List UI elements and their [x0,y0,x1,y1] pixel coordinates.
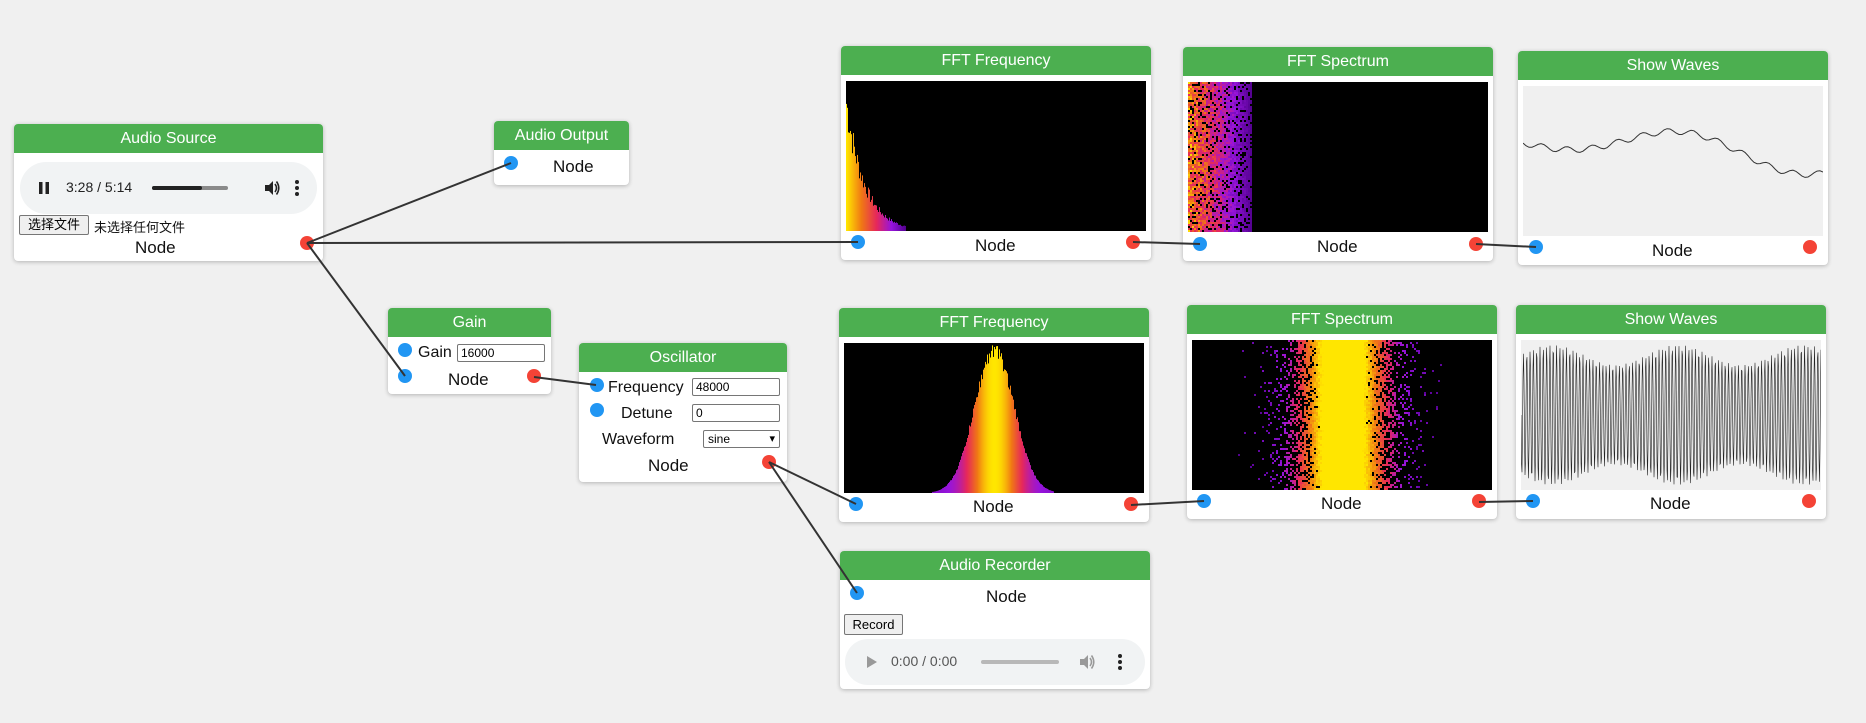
gain-node[interactable]: Gain Gain Node [388,308,551,394]
node-label: Node [1652,241,1693,260]
detune-param-port[interactable] [590,403,604,417]
output-port[interactable] [1802,494,1816,508]
node-title[interactable]: Show Waves [1518,51,1828,80]
choose-file-button[interactable]: 选择文件 [19,215,89,235]
spectrum-canvas [1192,340,1492,490]
output-port[interactable] [1124,497,1138,511]
player-time: 3:28 / 5:14 [66,179,133,195]
frequency-label: Frequency [608,379,684,396]
node-label: Node [1317,237,1358,256]
output-port[interactable] [1126,235,1140,249]
wire-source-to-output [306,162,512,244]
node-title[interactable]: FFT Spectrum [1187,305,1497,334]
player-time: 0:00 / 0:00 [891,653,958,669]
waveform-select[interactable]: sine ▾ [703,430,780,448]
volume-icon[interactable] [1078,653,1096,671]
detune-input[interactable] [692,404,780,422]
gain-input[interactable] [457,344,545,362]
input-port[interactable] [849,497,863,511]
input-port[interactable] [850,586,864,600]
gain-label: Gain [418,344,452,361]
output-port[interactable] [762,455,776,469]
waveform-canvas [1523,86,1823,236]
detune-label: Detune [621,405,673,422]
fft-frequency-node-top[interactable]: FFT Frequency Node [841,46,1151,260]
waveform-canvas [1521,340,1821,490]
frequency-input[interactable] [692,378,780,396]
output-port[interactable] [1803,240,1817,254]
node-title[interactable]: FFT Frequency [839,308,1149,337]
node-title[interactable]: Show Waves [1516,305,1826,334]
play-icon[interactable] [866,655,878,669]
fft-spectrum-node-bottom[interactable]: FFT Spectrum Node [1187,305,1497,519]
frequency-param-port[interactable] [590,378,604,392]
input-port[interactable] [1197,494,1211,508]
output-port[interactable] [300,236,314,250]
audio-player[interactable]: 3:28 / 5:14 [20,162,317,214]
waveform-label: Waveform [602,431,675,448]
frequency-canvas [846,81,1146,231]
audio-recorder-node[interactable]: Audio Recorder Node Record 0:00 / 0:00 [840,551,1150,689]
node-label: Node [1650,494,1691,513]
node-label: Node [553,157,594,176]
fft-spectrum-node-top[interactable]: FFT Spectrum Node [1183,47,1493,261]
node-label: Node [135,238,176,257]
node-title[interactable]: Audio Output [494,121,629,150]
input-port[interactable] [1526,494,1540,508]
volume-icon[interactable] [263,179,281,197]
node-title[interactable]: Audio Recorder [840,551,1150,580]
node-title[interactable]: Audio Source [14,124,323,153]
node-label: Node [973,497,1014,516]
seek-bar-progress [152,186,203,190]
node-label: Node [1321,494,1362,513]
node-label: Node [648,456,689,475]
node-label: Node [975,236,1016,255]
frequency-canvas [844,343,1144,493]
show-waves-node-bottom[interactable]: Show Waves Node [1516,305,1826,519]
record-button[interactable]: Record [844,614,903,635]
output-port[interactable] [1472,494,1486,508]
pause-icon[interactable] [37,181,51,195]
output-port[interactable] [527,369,541,383]
wire-source-to-fft-freq-top [306,241,859,244]
input-port[interactable] [398,369,412,383]
audio-source-node[interactable]: Audio Source 3:28 / 5:14 选择文件 未选择任何文件 No… [14,124,323,261]
audio-output-node[interactable]: Audio Output Node [494,121,629,185]
input-port[interactable] [504,156,518,170]
waveform-selected-value: sine [708,432,731,446]
fft-frequency-node-bottom[interactable]: FFT Frequency Node [839,308,1149,522]
node-label: Node [448,370,489,389]
recorder-player[interactable]: 0:00 / 0:00 [845,639,1145,685]
node-title[interactable]: Oscillator [579,343,787,372]
input-port[interactable] [851,235,865,249]
input-port[interactable] [1193,237,1207,251]
node-title[interactable]: Gain [388,308,551,337]
node-title[interactable]: FFT Frequency [841,46,1151,75]
more-icon[interactable] [294,179,300,197]
file-status: 未选择任何文件 [94,220,186,235]
node-label: Node [986,587,1027,606]
input-port[interactable] [1529,240,1543,254]
seek-bar[interactable] [981,660,1059,664]
oscillator-node[interactable]: Oscillator Frequency Detune Waveform sin… [579,343,787,482]
show-waves-node-top[interactable]: Show Waves Node [1518,51,1828,265]
spectrum-canvas [1188,82,1488,232]
output-port[interactable] [1469,237,1483,251]
more-icon[interactable] [1117,653,1123,671]
chevron-down-icon: ▾ [769,433,775,445]
gain-param-port[interactable] [398,343,412,357]
node-title[interactable]: FFT Spectrum [1183,47,1493,76]
